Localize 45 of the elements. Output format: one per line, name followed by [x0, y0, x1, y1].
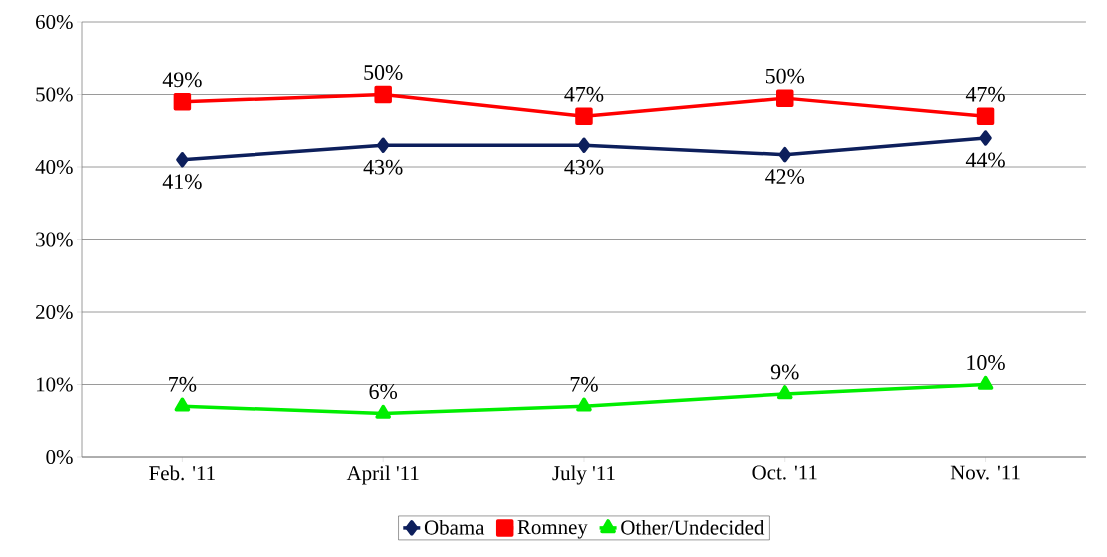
x-tick-label: Feb. '11 — [149, 465, 215, 481]
point — [575, 107, 593, 125]
point — [374, 85, 392, 104]
data-label: 9% — [770, 364, 799, 380]
point — [174, 397, 191, 412]
point — [976, 107, 995, 125]
point — [375, 404, 391, 419]
data-label: 41% — [162, 174, 202, 190]
data-label: 50% — [364, 65, 403, 80]
data-label: 10% — [967, 355, 1005, 370]
data-label: 49% — [162, 72, 202, 88]
data-label: 50% — [765, 68, 805, 84]
data-label: 43% — [363, 159, 403, 175]
legend-label: Other/Undecided — [621, 519, 765, 535]
y-tick-label: 20% — [36, 304, 73, 320]
y-tick-label: 0% — [46, 449, 73, 465]
point — [778, 146, 792, 163]
point — [173, 93, 192, 111]
data-label: 43% — [564, 159, 604, 175]
y-tick-label: 60% — [36, 14, 73, 30]
point — [577, 137, 591, 153]
data-label: 42% — [765, 169, 805, 185]
point — [776, 385, 793, 400]
point — [776, 89, 794, 107]
point — [979, 130, 992, 146]
x-tick-label: Oct. '11 — [752, 465, 817, 480]
data-label: 47% — [965, 86, 1005, 102]
data-label: 7% — [570, 376, 598, 392]
point — [376, 137, 390, 153]
legend-label: Obama — [424, 519, 485, 535]
point — [977, 375, 994, 390]
legend-label: Romney — [517, 520, 588, 539]
data-label: 44% — [965, 152, 1005, 168]
y-tick-label: 50% — [36, 87, 73, 102]
data-label: 47% — [564, 86, 604, 102]
x-tick-label: July '11 — [552, 465, 615, 485]
y-tick-label: 10% — [36, 377, 73, 392]
y-tick-label: 40% — [35, 159, 73, 175]
data-label: 6% — [369, 384, 398, 399]
x-tick-label: April '11 — [346, 465, 419, 485]
x-tick-label: Nov. '11 — [950, 465, 1020, 480]
point — [576, 397, 592, 412]
y-tick-label: 30% — [36, 232, 73, 247]
data-label: 7% — [169, 376, 197, 392]
point — [176, 152, 189, 168]
